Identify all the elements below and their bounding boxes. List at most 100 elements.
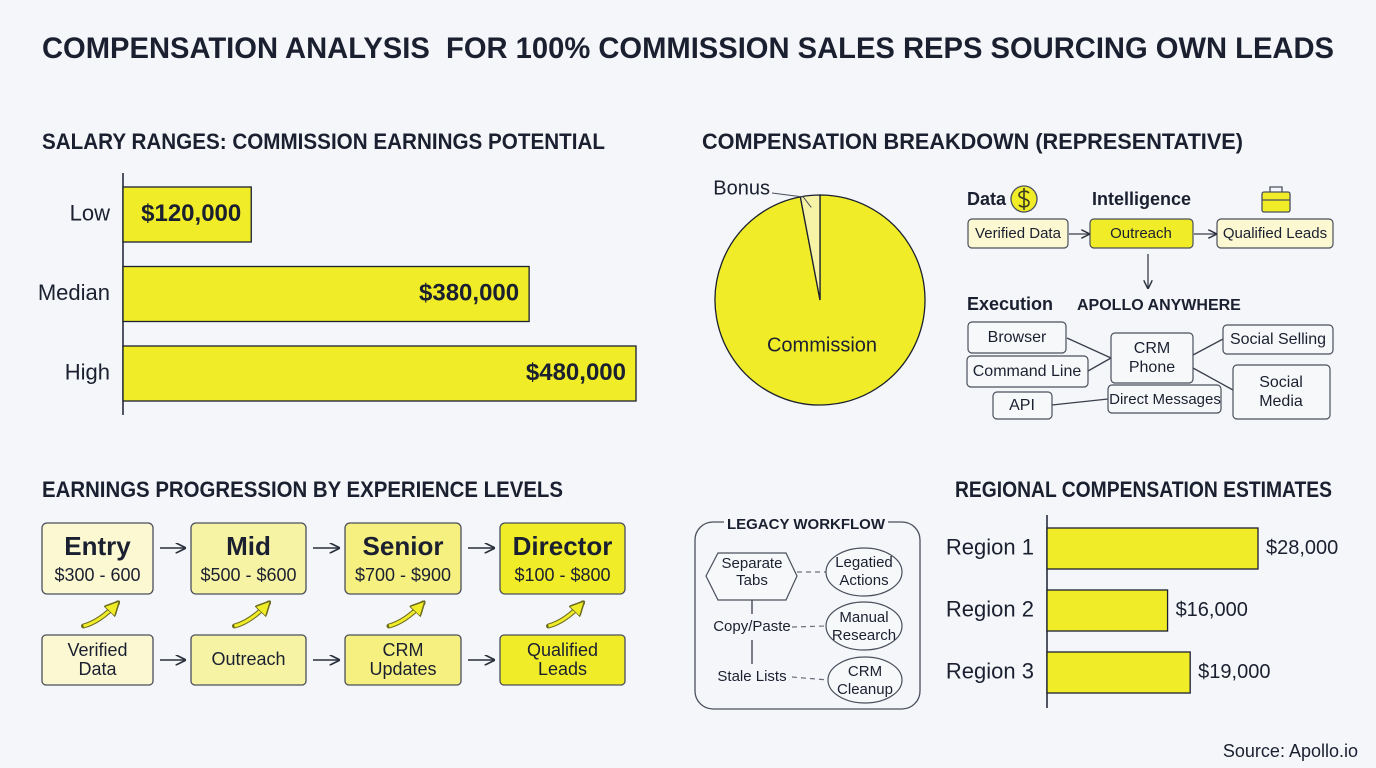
legacy-node [825, 601, 903, 651]
category-label: Region 1 [946, 534, 1034, 559]
legacy-label: Tabs [736, 572, 768, 589]
step-box [344, 634, 462, 686]
flow-box [1216, 218, 1334, 249]
level-name: Entry [64, 531, 131, 561]
connector [1192, 338, 1224, 356]
legacy-workflow: LEGACY WORKFLOW Separate Tabs Copy/Paste… [694, 514, 921, 710]
channel-label: Browser [988, 329, 1047, 346]
legacy-label: Stale Lists [717, 668, 786, 685]
output-label: Direct Messages [1109, 391, 1221, 408]
legacy-label: Separate [722, 555, 783, 572]
connector [1192, 367, 1234, 391]
legacy-label: Manual [839, 609, 888, 626]
hub-label: Phone [1129, 359, 1175, 376]
step-box [499, 634, 626, 686]
bar [1046, 527, 1259, 570]
step-label: Leads [538, 659, 587, 679]
channel-label: API [1009, 397, 1035, 414]
briefcase-icon [1261, 191, 1291, 213]
step-label: Updates [369, 659, 436, 679]
flow-box [967, 218, 1069, 249]
legacy-title: LEGACY WORKFLOW [727, 516, 886, 533]
flow-label: Qualified Leads [1223, 225, 1327, 242]
apollo-diagram: Data Intelligence Verified Data Outreach… [966, 185, 1334, 420]
category-label: High [65, 359, 110, 384]
channel-box [967, 321, 1067, 354]
flow-label: Verified Data [975, 225, 1062, 242]
value-label: $380,000 [419, 279, 519, 306]
value-label: $480,000 [526, 359, 626, 386]
step-label: Qualified [527, 640, 598, 660]
legacy-label: Research [832, 627, 896, 644]
category-label: Region 3 [946, 658, 1034, 683]
level-card [190, 522, 307, 595]
channel-box [966, 355, 1089, 388]
level-name: Senior [363, 531, 444, 561]
slice-label: Commission [767, 334, 877, 356]
category-label: Low [70, 200, 110, 225]
connector [791, 625, 827, 628]
value-label: $19,000 [1198, 661, 1270, 683]
legacy-label: Legatied [835, 554, 893, 571]
value-label: $16,000 [1176, 599, 1248, 621]
level-range: $700 - $900 [355, 565, 451, 585]
value-label: $28,000 [1266, 537, 1338, 559]
legacy-label: Actions [839, 572, 888, 589]
step-label: Verified [67, 640, 127, 660]
level-card [344, 522, 462, 595]
flow-box [1089, 218, 1194, 249]
step-label: Data [78, 659, 117, 679]
value-label: $120,000 [141, 200, 241, 227]
output-label: Social [1259, 374, 1303, 391]
step-box [190, 634, 307, 686]
growth-arrow [234, 603, 269, 628]
bar [1046, 651, 1191, 694]
legacy-node [825, 547, 903, 597]
leader-line [771, 192, 812, 208]
page-title: COMPENSATION ANALYSIS FOR 100% COMMISSIO… [42, 32, 1334, 65]
connector [1087, 357, 1112, 372]
level-name: Director [513, 531, 613, 561]
output-box [1232, 364, 1331, 420]
connector [791, 676, 829, 681]
dollar-icon [1018, 188, 1030, 210]
step-box [41, 634, 154, 686]
level-range: $500 - $600 [200, 565, 296, 585]
growth-arrow [388, 603, 423, 628]
channel-label: Command Line [973, 363, 1082, 380]
category-label: Region 2 [946, 596, 1034, 621]
output-box [1107, 384, 1222, 414]
level-range: $100 - $800 [514, 565, 610, 585]
level-name: Mid [226, 531, 271, 561]
growth-arrow [548, 603, 583, 628]
briefcase-icon [1262, 186, 1290, 201]
category-label: Median [38, 280, 110, 305]
group-label: Execution [967, 294, 1053, 314]
hub-label: CRM [1134, 340, 1170, 357]
legacy-label: Cleanup [837, 681, 893, 698]
bar [122, 345, 637, 402]
chart-title: COMPENSATION BREAKDOWN (REPRESENTATIVE) [702, 129, 1243, 154]
step-label: Outreach [211, 649, 285, 669]
chart-title: REGIONAL COMPENSATION ESTIMATES [955, 477, 1332, 502]
bar [122, 186, 252, 243]
bar [1046, 589, 1169, 632]
legacy-label: CRM [848, 663, 882, 680]
level-card [499, 522, 626, 595]
legacy-node [827, 656, 903, 704]
output-label: Social Selling [1230, 331, 1326, 348]
flow-label: Outreach [1110, 225, 1172, 242]
step-label: CRM [383, 640, 424, 660]
section-title: EARNINGS PROGRESSION BY EXPERIENCE LEVEL… [42, 477, 563, 502]
connector [1066, 337, 1112, 359]
title-gap [724, 514, 888, 534]
level-card [41, 522, 154, 595]
hub-box [1110, 332, 1194, 384]
connector [1051, 398, 1109, 406]
legacy-node [705, 552, 798, 601]
growth-arrow [83, 603, 118, 628]
bar [122, 265, 530, 323]
group-label: APOLLO ANYWHERE [1077, 297, 1241, 314]
